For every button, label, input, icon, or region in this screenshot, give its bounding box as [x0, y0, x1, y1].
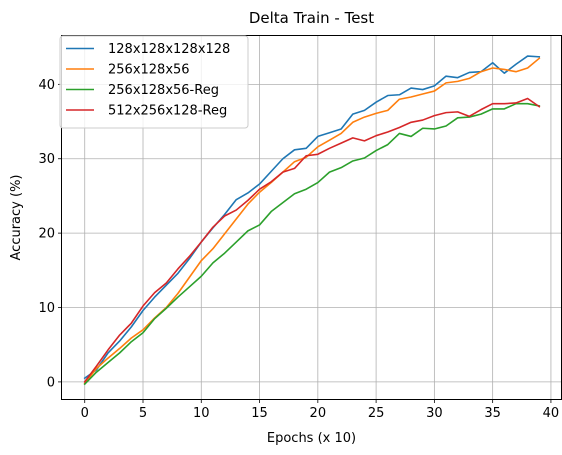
x-tick-label: 5: [139, 406, 147, 421]
series-line-1: [83, 55, 541, 380]
series-line-3: [83, 102, 541, 386]
y-tick-label: 10: [38, 301, 55, 316]
legend-label-2: 256x128x56: [108, 63, 190, 78]
legend-label-3: 256x128x56-Reg: [108, 83, 219, 98]
x-tick-label: 35: [484, 406, 501, 421]
x-tick-label: 15: [251, 406, 268, 421]
legend-label-4: 512x256x128-Reg: [108, 104, 227, 119]
legend: 128x128x128x128 256x128x56 256x128x56-Reg 5…: [59, 35, 249, 129]
series-line-4: [83, 97, 541, 384]
legend-frame: [59, 35, 249, 129]
x-tick-label: 30: [426, 406, 443, 421]
y-tick-label: 30: [38, 152, 55, 167]
x-tick-label: 40: [543, 406, 560, 421]
y-tick-label: 40: [38, 78, 55, 93]
y-axis-label: Accuracy (%): [9, 175, 24, 261]
series-layer: [83, 55, 541, 386]
x-axis-label: Epochs (x 10): [267, 431, 356, 446]
y-tick-label: 20: [38, 227, 55, 242]
x-tick-label: 0: [81, 406, 89, 421]
x-tick-label: 25: [368, 406, 385, 421]
x-tick-label: 20: [310, 406, 327, 421]
y-tick-label: 0: [47, 375, 55, 390]
x-tick-label: 10: [193, 406, 210, 421]
legend-label-1: 128x128x128x128: [108, 42, 230, 57]
axis-ticks: 0 5 10 15 20 25 30 35 40 0 10 20 30 40: [38, 78, 559, 421]
chart-title: Delta Train - Test: [249, 9, 374, 27]
